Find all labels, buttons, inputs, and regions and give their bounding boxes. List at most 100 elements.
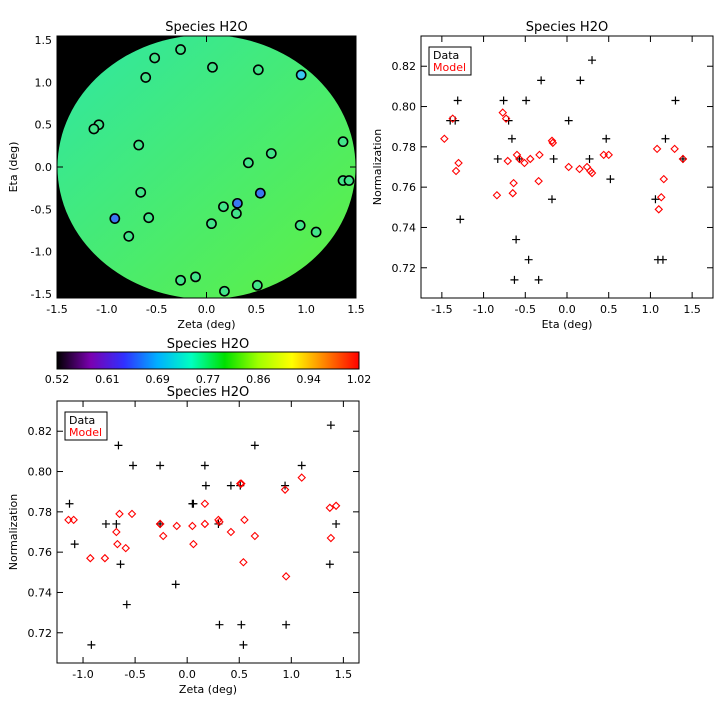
model-point xyxy=(501,114,511,123)
chart-title: Species H2O xyxy=(167,385,249,400)
data-point xyxy=(576,76,585,85)
model-point xyxy=(236,479,245,488)
map-panel: -1.5 -1.0 -0.5 0.0 0.5 1.0 1.5 -1.5 -1.0 -0.5 0.0 0… xyxy=(7,20,365,331)
y-tick-label: 0.82 xyxy=(392,60,417,73)
source-marker xyxy=(88,123,100,135)
model-point xyxy=(121,543,131,553)
model-point xyxy=(526,154,535,164)
model-point xyxy=(575,164,584,174)
legend-entry: Data xyxy=(433,49,459,62)
y-tick-label: -0.5 xyxy=(31,203,52,216)
model-point xyxy=(172,521,182,531)
data-point xyxy=(456,215,465,224)
data-point xyxy=(606,175,615,184)
model-point xyxy=(454,158,463,168)
legend-entry: Data xyxy=(69,414,95,427)
source-marker xyxy=(295,69,307,81)
data-point xyxy=(510,275,519,284)
x-tick-label: 1.0 xyxy=(283,668,301,681)
model-point xyxy=(503,156,513,166)
source-marker xyxy=(251,279,263,291)
model-point xyxy=(188,521,197,531)
x-axis-label: Zeta (deg) xyxy=(179,683,237,696)
data-point xyxy=(171,580,180,589)
model-point xyxy=(250,531,260,541)
field-disk xyxy=(57,36,356,298)
model-point xyxy=(280,485,290,494)
source-marker xyxy=(231,197,243,209)
x-tick-label: -1.0 xyxy=(473,303,494,316)
data-point xyxy=(129,461,138,470)
model-point xyxy=(200,499,210,509)
model-point xyxy=(498,108,508,117)
model-point xyxy=(547,136,557,146)
model-point xyxy=(240,515,249,525)
y-tick-label: 0.72 xyxy=(392,262,417,275)
x-tick-label: 0.0 xyxy=(178,668,196,681)
model-point xyxy=(331,501,341,511)
data-point xyxy=(602,134,611,143)
y-tick-label: 0.80 xyxy=(28,466,53,479)
data-point xyxy=(534,275,543,284)
model-point xyxy=(534,176,543,186)
data-point xyxy=(200,461,209,470)
model-point xyxy=(115,509,124,519)
data-point xyxy=(226,481,235,490)
data-point xyxy=(101,519,110,528)
x-axis-label: Eta (deg) xyxy=(542,318,593,331)
model-point xyxy=(548,138,558,148)
legend-entry: Model xyxy=(69,426,102,439)
model-point xyxy=(670,144,679,154)
model-point xyxy=(189,539,198,549)
legend-box xyxy=(428,46,472,76)
model-point xyxy=(215,517,224,527)
y-tick-label: 0.78 xyxy=(28,506,53,519)
model-point xyxy=(127,509,137,519)
y-axis-label: Normalization xyxy=(371,129,384,205)
source-marker xyxy=(294,219,306,231)
y-tick-label: 0.80 xyxy=(392,101,417,114)
source-marker xyxy=(175,44,186,55)
data-point xyxy=(65,499,74,508)
model-point xyxy=(508,188,518,198)
zeta-normalization-panel: -1.0 -0.5 0.0 0.5 1.0 1.5 0.72 0.74 0.76 0.78 0.80… xyxy=(7,385,360,696)
model-point xyxy=(237,479,246,488)
model-point xyxy=(86,553,95,563)
data-point xyxy=(112,519,121,528)
data-point xyxy=(239,640,248,649)
data-point xyxy=(156,461,165,470)
x-tick-label: -1.5 xyxy=(431,303,452,316)
colorbar-tick-label: 0.77 xyxy=(196,373,221,386)
model-point xyxy=(451,166,461,176)
model-point xyxy=(113,539,122,549)
model-point xyxy=(509,178,518,188)
x-tick-label: 1.5 xyxy=(347,303,365,316)
source-marker xyxy=(310,226,322,238)
model-point xyxy=(226,527,236,537)
data-point xyxy=(522,96,531,105)
x-tick-label: -0.5 xyxy=(146,303,167,316)
model-point xyxy=(678,154,688,164)
x-tick-label: 0.5 xyxy=(230,668,248,681)
colorbar-tick-label: 0.61 xyxy=(95,373,120,386)
source-marker xyxy=(135,186,147,198)
plot-frame xyxy=(56,400,360,664)
colorbar-tick-label: 0.86 xyxy=(246,373,271,386)
eta-normalization-panel: -1.5 -1.0 -0.5 0.0 0.5 1.0 1.5 0.72 0.74 0.76 0.78… xyxy=(371,20,714,331)
data-point xyxy=(156,519,165,528)
y-tick-label: 0.82 xyxy=(28,425,53,438)
y-tick-label: 0.76 xyxy=(392,181,417,194)
model-point xyxy=(297,473,307,482)
data-point xyxy=(453,96,462,105)
y-tick-label: 0.78 xyxy=(392,141,417,154)
data-point xyxy=(201,481,210,490)
source-marker xyxy=(143,212,155,224)
model-point xyxy=(440,134,449,144)
source-marker xyxy=(149,52,161,64)
colorbar-tick-label: 0.69 xyxy=(145,373,170,386)
model-point xyxy=(326,533,336,543)
data-point xyxy=(189,499,198,508)
data-point xyxy=(87,640,96,649)
legend-box xyxy=(64,411,108,441)
